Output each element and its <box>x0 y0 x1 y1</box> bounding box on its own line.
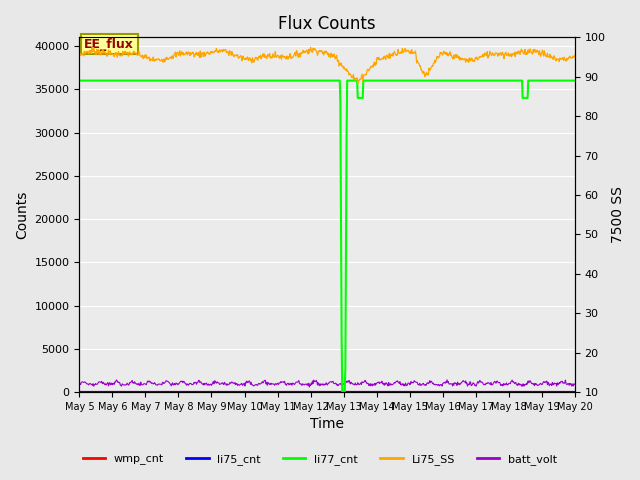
Title: Flux Counts: Flux Counts <box>278 15 376 33</box>
Y-axis label: 7500 SS: 7500 SS <box>611 186 625 243</box>
Text: EE_flux: EE_flux <box>84 38 134 51</box>
X-axis label: Time: Time <box>310 418 344 432</box>
Legend: wmp_cnt, li75_cnt, li77_cnt, Li75_SS, batt_volt: wmp_cnt, li75_cnt, li77_cnt, Li75_SS, ba… <box>78 450 562 469</box>
Y-axis label: Counts: Counts <box>15 191 29 239</box>
